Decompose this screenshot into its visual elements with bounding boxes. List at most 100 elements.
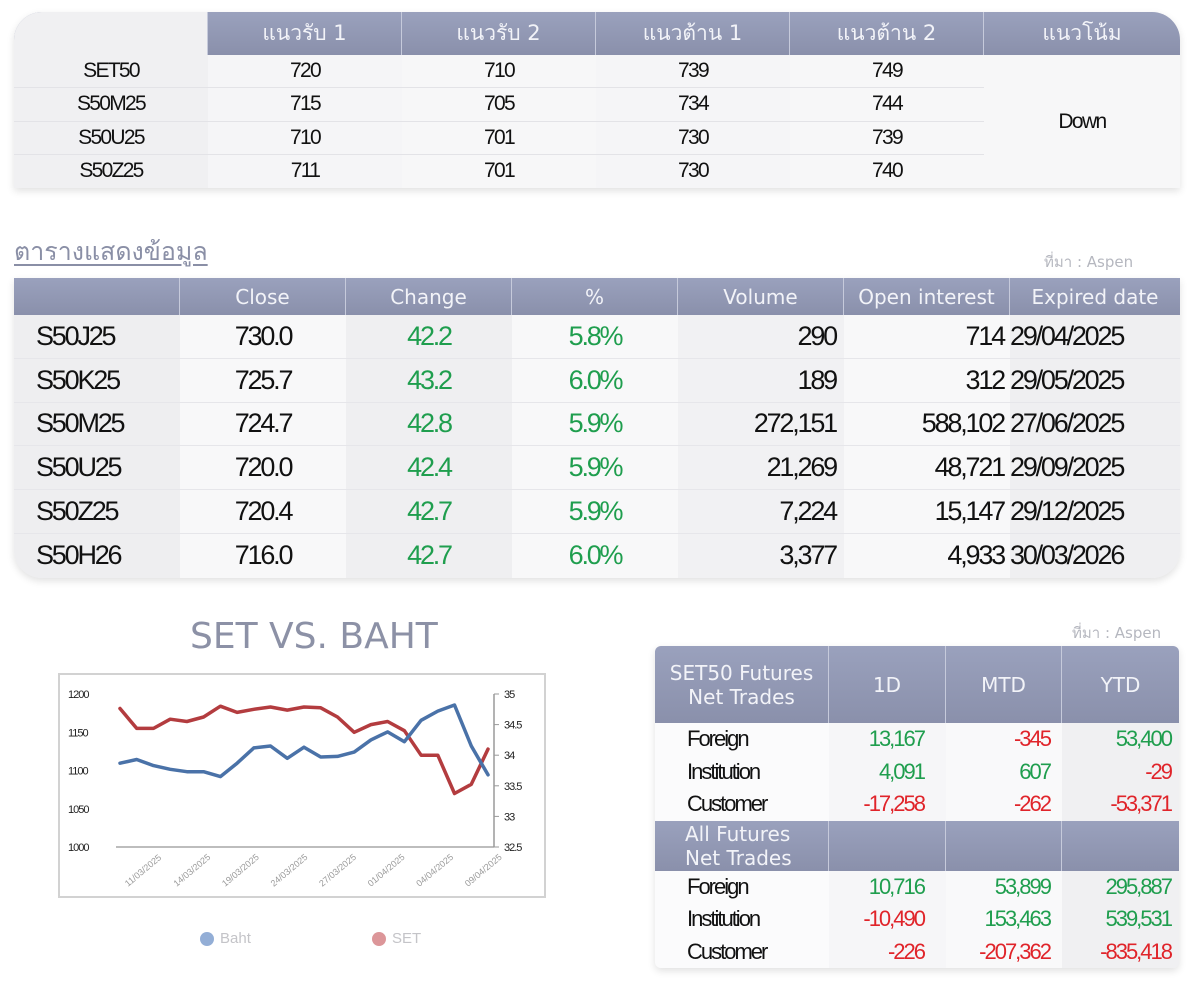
quote-percent: 5.9% [512, 490, 678, 533]
quote-row: S50Z25 720.4 42.7 5.9% 7,224 15,147 29/1… [14, 490, 1180, 534]
sr-support-1: 710 [290, 125, 322, 149]
quote-expired-date: 29/09/2025 [1010, 446, 1180, 490]
net-trades-mtd: 153,463 [946, 903, 1062, 936]
quote-open-interest: 588,102 [844, 402, 1010, 446]
net-trades-ytd: -835,418 [1062, 935, 1179, 968]
quote-symbol: S50H26 [14, 533, 180, 578]
net-trades-1d: 4,091 [829, 755, 946, 788]
quote-close: 720.4 [180, 490, 346, 533]
quote-volume: 290 [678, 315, 844, 358]
quote-change: 42.7 [346, 490, 512, 533]
right-axis-tick: 33.5 [504, 781, 522, 793]
quote-header-open-interest: Open interest [844, 278, 1010, 315]
source-note: ที่มา : Aspen [1044, 253, 1134, 271]
sr-header-row: แนวรับ 1 แนวรับ 2 แนวต้าน 1 แนวต้าน 2 แน… [14, 12, 1180, 55]
quote-close: 724.7 [180, 402, 346, 446]
sr-header-trend: แนวโน้ม [1042, 21, 1122, 45]
sr-header-resistance-1: แนวต้าน 1 [596, 12, 790, 55]
legend-label: SET [392, 930, 422, 947]
net-trades-1d: 10,716 [829, 870, 946, 903]
sr-resistance-2: 744 [790, 88, 984, 121]
sr-resistance-2: 749 [790, 55, 984, 88]
net-trades-row: Foreign 10,716 53,899 295,887 [655, 870, 1179, 903]
quote-symbol: S50U25 [14, 446, 180, 490]
quote-header-row: Close Change % Volume Open interest Expi… [14, 278, 1180, 315]
set-vs-baht-chart: 1200 1150 1100 1050 1000 35 34.5 34 33.5 33 32.5 11… [58, 673, 546, 898]
net-trades-label: Customer [655, 788, 829, 821]
quote-expired-date: 27/06/2025 [1010, 402, 1180, 446]
right-axis-tick: 35 [504, 689, 515, 701]
quote-close: 720.0 [180, 446, 346, 490]
group-title-line1: SET50 Futures [669, 660, 814, 685]
net-trades-header-ytd: YTD [1100, 672, 1141, 697]
net-trades-header-blank [1062, 821, 1179, 871]
legend-item-baht: Baht [200, 930, 251, 947]
x-axis-tick: 19/03/2025 [220, 852, 261, 889]
sr-row: S50U25 710 701 730 739 [14, 121, 984, 155]
sr-row: S50Z25 711 701 730 740 [14, 154, 984, 188]
quote-header-percent: % [512, 278, 678, 315]
net-trades-1d: -10,490 [829, 903, 946, 936]
net-trades-label: Institution [655, 755, 829, 788]
quote-row: S50H26 716.0 42.7 6.0% 3,377 4,933 30/03… [14, 533, 1180, 578]
net-trades-header-1d: 1D [829, 646, 946, 723]
legend-item-set: SET [372, 930, 421, 947]
net-trades-label: Institution [655, 903, 829, 936]
right-axis-tick: 34 [504, 750, 515, 762]
quote-change: 42.2 [346, 315, 512, 358]
quote-symbol: S50J25 [14, 315, 180, 358]
quote-change: 42.8 [346, 402, 512, 446]
quote-volume: 7,224 [678, 490, 844, 533]
right-axis-tick: 34.5 [504, 720, 522, 732]
net-trades-1d: -17,258 [829, 788, 946, 821]
net-trades-ytd: 53,400 [1062, 723, 1179, 756]
quote-change: 42.7 [346, 533, 512, 578]
quote-row: S50K25 725.7 43.2 6.0% 189 312 29/05/202… [14, 358, 1180, 403]
series-line-set [118, 704, 490, 796]
group-title-line2: Net Trades [688, 684, 795, 709]
x-axis-tick: 24/03/2025 [269, 852, 310, 889]
sr-header-support-1: แนวรับ 1 [208, 12, 402, 55]
quote-change: 43.2 [346, 358, 512, 402]
legend-dot-icon [200, 931, 214, 946]
net-trades-mtd: 53,899 [946, 870, 1062, 903]
net-trades-mtd: 607 [946, 755, 1062, 788]
chart-legend: Baht SET [200, 930, 500, 954]
sr-support-2: 701 [402, 154, 596, 188]
sr-trend-value: Down [984, 55, 1180, 188]
sr-row: SET50 720 710 739 749 [14, 55, 984, 89]
quote-header-expired-date: Expired date [1031, 284, 1159, 309]
group-title-line1: All Futures [685, 821, 791, 846]
quote-expired-date: 30/03/2026 [1010, 533, 1180, 578]
sr-header-support-2: แนวรับ 2 [402, 12, 596, 55]
quote-open-interest: 15,147 [844, 490, 1010, 533]
net-trades-mtd: -262 [946, 788, 1062, 821]
quote-close: 725.7 [180, 358, 346, 402]
quote-volume: 3,377 [678, 533, 844, 578]
section-title: ตารางแสดงข้อมูล [14, 237, 208, 266]
x-axis-tick: 27/03/2025 [317, 852, 358, 889]
quote-row: S50M25 724.7 42.8 5.9% 272,151 588,102 2… [14, 402, 1180, 447]
x-axis-tick: 01/04/2025 [366, 852, 407, 889]
net-trades-label: Foreign [655, 870, 829, 903]
quote-row: S50U25 720.0 42.4 5.9% 21,269 48,721 29/… [14, 446, 1180, 491]
net-trades-ytd: 539,531 [1062, 903, 1179, 936]
chart-title: SET VS. BAHT [190, 616, 438, 657]
sr-support-1: 715 [290, 92, 322, 116]
net-trades-row: Foreign 13,167 -345 53,400 [655, 723, 1179, 756]
quote-header-volume: Volume [678, 278, 844, 315]
quote-percent: 6.0% [512, 358, 678, 402]
sr-header-resistance-2: แนวต้าน 2 [790, 12, 984, 55]
sr-resistance-1: 734 [678, 92, 710, 116]
quote-volume: 272,151 [678, 402, 844, 446]
net-trades-source-note: ที่มา : Aspen [1072, 624, 1162, 642]
net-trades-row: Customer -226 -207,362 -835,418 [655, 935, 1179, 968]
sr-support-2: 705 [402, 88, 596, 121]
quote-symbol: S50Z25 [14, 490, 180, 533]
x-axis-tick: 04/04/2025 [414, 852, 455, 889]
sr-header-symbol [14, 12, 208, 55]
net-trades-1d: 13,167 [829, 723, 946, 756]
net-trades-group-title: All Futures Net Trades [655, 820, 829, 871]
quote-volume: 189 [678, 358, 844, 402]
quote-close: 730.0 [180, 315, 346, 358]
